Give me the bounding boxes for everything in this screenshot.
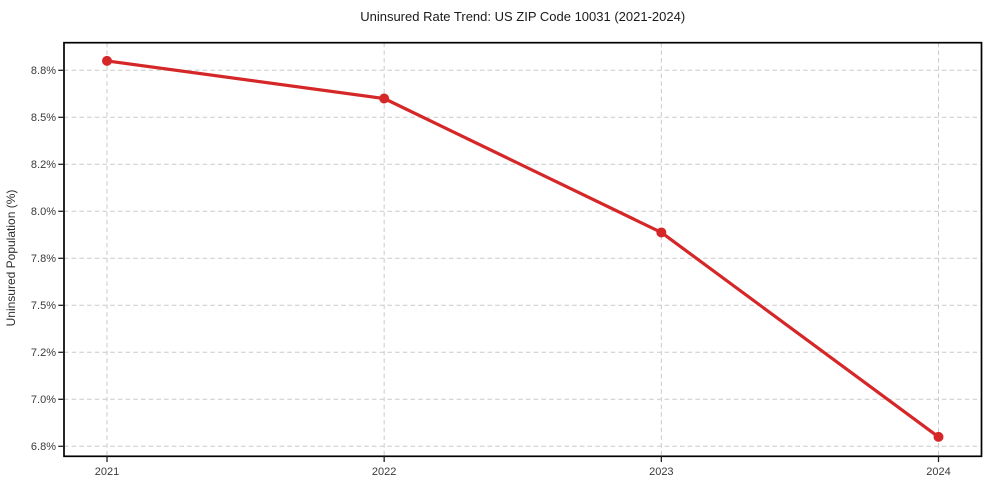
y-tick-label: 6.8% [31,441,56,453]
y-tick-label: 8.8% [31,65,56,77]
chart-title: Uninsured Rate Trend: US ZIP Code 10031 … [360,9,685,24]
y-tick-label: 7.0% [31,394,56,406]
x-tick-labels: 2021 2022 2023 2024 [95,466,951,478]
y-tick-label: 8.0% [31,206,56,218]
plot-border [63,41,983,458]
data-series [102,55,944,442]
y-tick-label: 7.8% [31,253,56,265]
y-tick-label: 8.5% [31,112,56,124]
x-tick-label: 2021 [95,466,119,478]
y-tick-labels: 8.8% 8.5% 8.2% 8.0% 7.8% 7.5% 7.2% 7.0% 6.8% [31,65,56,453]
x-tick-label: 2024 [926,466,950,478]
data-point-marker [102,55,112,66]
trend-line [105,59,941,439]
y-tick-label: 7.2% [31,347,56,359]
y-axis-label: Uninsured Population (%) [4,190,18,327]
data-point-marker [656,227,667,238]
x-tick-label: 2022 [372,466,396,478]
data-point-marker [379,93,390,104]
axis-ticks [58,69,940,462]
x-tick-label: 2023 [649,466,673,478]
y-tick-label: 7.5% [31,300,56,312]
data-point-marker [933,431,944,442]
y-tick-label: 8.2% [31,159,56,171]
gridlines [64,42,982,457]
